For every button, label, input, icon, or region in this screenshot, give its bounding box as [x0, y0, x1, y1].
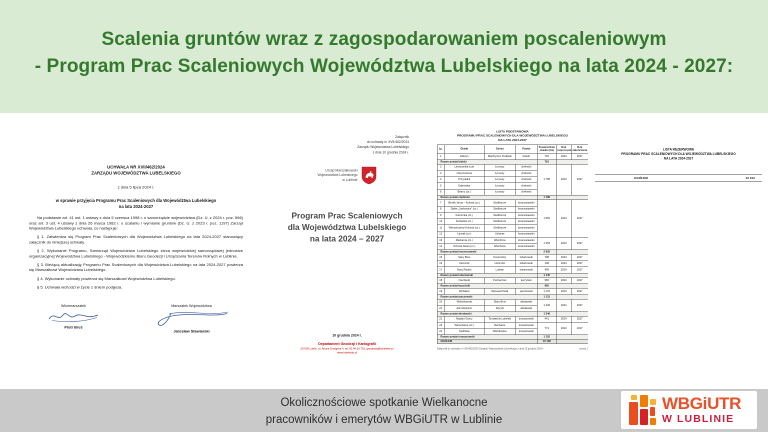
- wbgiutr-mosaic-icon: [629, 395, 656, 425]
- table-footer-note: Załącznik do uchwały nr XVII/462/2024 Za…: [437, 348, 544, 351]
- document-resolution: UCHWAŁA NR XVII/462/2024 ZARZĄDU WOJEWÓD…: [14, 127, 258, 385]
- logo-city: W LUBLINIE: [662, 413, 735, 426]
- table-section-row: Razem powiat lubartowski 1 445: [437, 272, 588, 278]
- resolution-paragraph: § 1. Zatwierdza się Program Prac Scaleni…: [29, 234, 243, 245]
- reserve-total-value: 16 102: [745, 176, 755, 180]
- attachment-note: Załącznik do uchwały nr XVII/462/2024 Zarz…: [262, 135, 432, 155]
- signer-role: Wicemarszałek: [60, 303, 87, 308]
- program-title-line: na lata 2024 – 2027: [309, 234, 385, 244]
- resolution-subject: w sprawie przyjęcia Programu Prac Scalen…: [55, 197, 217, 210]
- reserve-total-label: OGÓŁEM: [634, 176, 648, 180]
- slide-footer: Okolicznościowe spotkanie Wielkanocne pr…: [0, 389, 768, 432]
- table-row: 3 Ortel-Kolonia Łomazy chełmski: [437, 170, 588, 177]
- footer-caption-line1: Okolicznościowe spotkanie Wielkanocne: [280, 397, 488, 409]
- slide-header: Scalenia gruntów wraz z zagospodarowanie…: [0, 0, 768, 113]
- resolution-heading: UCHWAŁA NR XVII/462/2024 ZARZĄDU WOJEWÓD…: [29, 164, 243, 176]
- signer-name: Piotr Breś: [64, 324, 83, 330]
- cover-footer: 10 grudnia 2024 r. Departament Geodezji …: [262, 334, 432, 355]
- table-header-row: Lp. Obiekt Gmina Powiat Powierzchnia obiektu…: [437, 144, 588, 154]
- resolution-body: Na podstawie art. 41 ust. 1 ustawy z dni…: [29, 216, 243, 291]
- table-section-row: Razem powiat krasnostawski 2 935: [437, 249, 588, 255]
- column-header: Gmina: [484, 144, 516, 154]
- document-reserve-list: LISTA REZERWOWA PROGRAMU PRAC SCALENIOWYC…: [595, 127, 762, 385]
- cover-date: 10 grudnia 2024 r.: [332, 334, 362, 338]
- column-header: Obiekt: [444, 144, 485, 154]
- page-title-line2: - Program Prac Scaleniowych Województwa …: [34, 55, 734, 77]
- reserve-list-title-line: PROGRAMU PRAC SCALENIOWYCH DLA WOJEWÓDZT…: [621, 152, 736, 156]
- scaling-table: Lp. Obiekt Gmina Powiat Powierzchnia obiektu…: [437, 144, 588, 345]
- table-page-number: strona 1: [579, 348, 588, 351]
- attachment-line: z dnia 10 grudnia 2024 r.: [372, 150, 409, 155]
- voivodeship-coat-of-arms-icon: [361, 166, 377, 185]
- program-title-line: Program Prac Scaleniowych: [291, 211, 403, 221]
- reserve-total-row: OGÓŁEM 16 102: [595, 174, 762, 182]
- office-line: Województwa Lubelskiego: [317, 173, 358, 178]
- resolution-date: z dnia 5 lipca 2024 r.: [117, 184, 155, 190]
- column-header: Lp.: [437, 144, 445, 154]
- logo-acronym: WBGiUTR: [662, 394, 742, 414]
- basic-list-title: LISTA PODSTAWOWA PROGRAMU PRAC SCALENIOWY…: [437, 130, 588, 143]
- signature-scribble-icon: [48, 313, 99, 322]
- resolution-paragraph: § 2. Wykonanie Programu, Samorząd Wojewó…: [29, 248, 243, 259]
- signer-name: Jarosław Stawiarski: [173, 328, 210, 334]
- reserve-list-title-line: LISTA REZERWOWA: [662, 148, 695, 152]
- column-header: Powierzchnia obiektu (ha): [537, 144, 557, 154]
- resolution-number: UCHWAŁA NR XVII/462/2024: [107, 164, 165, 170]
- table-row: 17 Stary Radzic Ludwin lubartowski 499 2024 20…: [437, 266, 588, 274]
- attachment-line: do uchwały nr XVII/462/2024: [366, 140, 409, 145]
- program-title: Program Prac Scaleniowych dla Województwa…: [262, 210, 432, 245]
- table-section-row: Razem powiat bialski 791: [437, 159, 588, 165]
- signature-scribble-icon: [157, 311, 229, 326]
- wbgiutr-logo-text: WBGiUTR W LUBLINIE: [662, 395, 741, 425]
- resolution-paragraph: § 4. Wykonanie uchwały powierza się Mars…: [37, 276, 176, 281]
- attachment-line: Zarządu Województwa Lubelskiego: [357, 145, 409, 150]
- resolution-paragraph: Na podstawie art. 41 ust. 1 ustawy z dni…: [29, 215, 243, 231]
- office-line: Urząd Marszałkowski: [325, 168, 358, 173]
- table-row: 18 Ciechanki Puchaczów łęczyński 965 2024 2027: [437, 277, 588, 285]
- reserve-list-title-line: NA LATA 2024-2027: [663, 156, 694, 161]
- table-section-row: Razem powiat łęczyński 965: [437, 283, 588, 289]
- attachment-line: Załącznik: [395, 135, 409, 140]
- footer-caption: Okolicznościowe spotkanie Wielkanocne pr…: [0, 395, 768, 428]
- documents-band: UCHWAŁA NR XVII/462/2024 ZARZĄDU WOJEWÓD…: [0, 113, 768, 389]
- department-website: www.lubelskie.pl: [337, 351, 357, 355]
- basic-list-title-line: LISTA PODSTAWOWA: [496, 130, 529, 134]
- resolution-paragraph: § 3. Bieżącą aktualizację Programu Prac …: [29, 262, 243, 273]
- reserve-list-title: LISTA REZERWOWA PROGRAMU PRAC SCALENIOWYC…: [595, 148, 762, 161]
- column-header: Rok zakończenia: [571, 144, 588, 154]
- column-header: Powiat: [515, 144, 538, 154]
- page-title: Scalenia gruntów wraz z zagospodarowanie…: [0, 0, 768, 80]
- page-title-line1: Scalenia gruntów wraz z zagospodarowanie…: [101, 29, 667, 50]
- document-basic-list: LISTA PODSTAWOWA PROGRAMU PRAC SCALENIOWY…: [437, 128, 588, 388]
- signer-role: Marszałek Województwa: [171, 303, 212, 308]
- column-header: Rok rozpoczęcia: [556, 144, 572, 154]
- marshal-office-name: Urząd Marszałkowski Województwa Lubelskie…: [318, 168, 358, 182]
- department-address: 20-029 Lublin, ul. Artura Grottgera 4, t…: [300, 347, 394, 351]
- table-row: 7 Bezek-Jama – Kolonia (cz.) Siedliszcze kr…: [437, 199, 588, 238]
- signature-right: Marszałek Województwa Jarosław Stawiarsk…: [154, 303, 229, 333]
- table-total-row: OGÓŁEM 16 138: [437, 339, 588, 345]
- basic-list-title-line: NA LATA 2024-2027: [498, 138, 527, 142]
- table-section-row: Razem powiat włodawski 1 346: [437, 311, 588, 317]
- program-title-line: dla Województwa Lubelskiego: [287, 222, 407, 232]
- signature-left: Wicemarszałek Piotr Breś: [46, 303, 101, 333]
- marshal-office-logo: Urząd Marszałkowski Województwa Lubelskie…: [262, 166, 432, 185]
- table-page-footer: Załącznik do uchwały nr XVII/462/2024 Za…: [437, 348, 588, 351]
- office-line: w Lublinie: [342, 178, 358, 182]
- wbgiutr-logo: WBGiUTR W LUBLINIE: [621, 391, 757, 429]
- basic-list-title-line: PROGRAMU PRAC SCALENIOWYCH DLA WOJEWÓDZT…: [457, 134, 568, 138]
- footer-caption-line2: pracowników i emerytów WBGiUTR w Lublini…: [265, 413, 503, 426]
- resolution-paragraph: § 5. Uchwała wchodzi w życie z dniem pod…: [37, 285, 123, 290]
- signature-block: Wicemarszałek Piotr Breś Marszałek Wojew…: [29, 303, 243, 333]
- department-name: Departament Geodezji i Kartografii: [318, 342, 376, 347]
- document-cover: Załącznik do uchwały nr XVII/462/2024 Zarz…: [262, 127, 432, 385]
- resolution-authority: ZARZĄDU WOJEWÓDZTWA LUBELSKIEGO: [91, 170, 181, 176]
